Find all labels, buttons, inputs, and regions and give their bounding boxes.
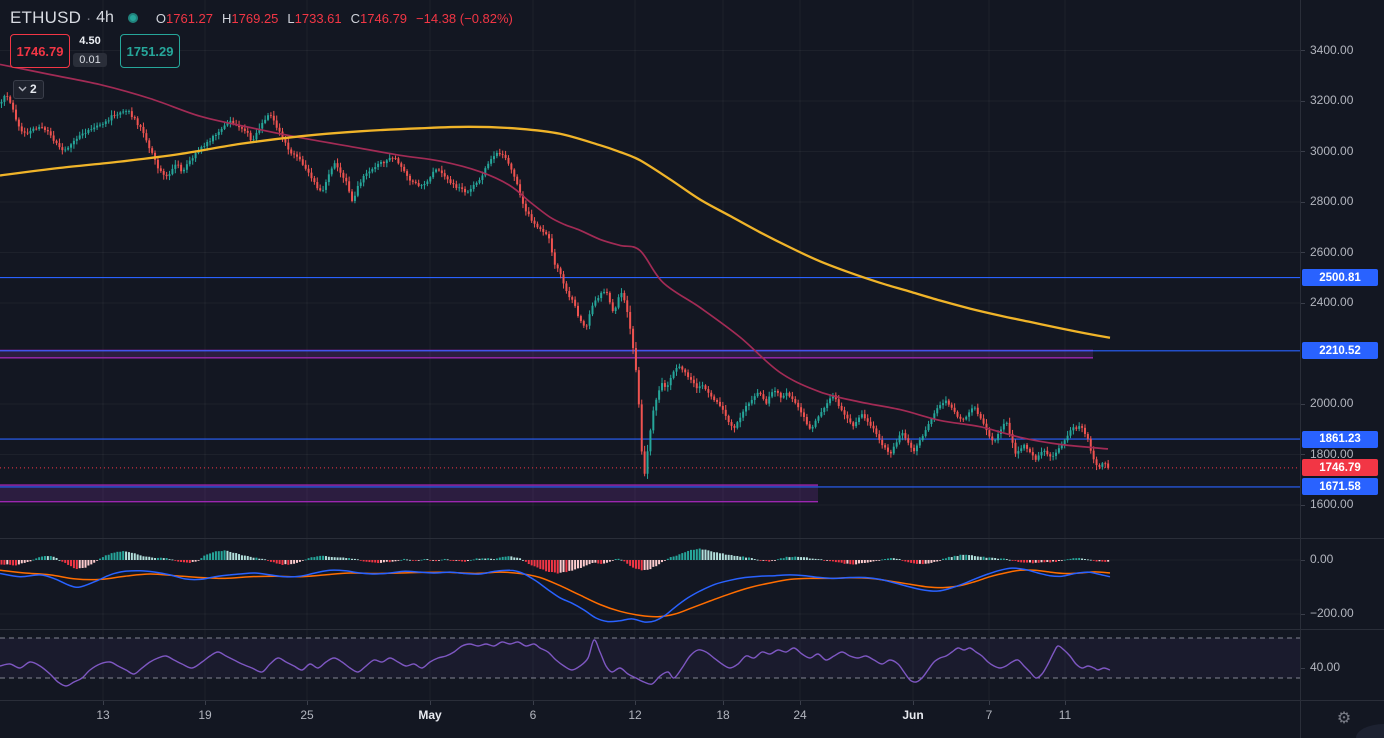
market-status-icon[interactable] — [127, 13, 138, 23]
time-tick-label: 24 — [793, 708, 807, 722]
rsi-tick-label: 40.00 — [1310, 660, 1341, 674]
price-tick-mark — [1301, 50, 1305, 51]
corner-overlay — [1356, 724, 1384, 738]
price-tick-label: 3400.00 — [1310, 42, 1354, 57]
chart-canvas[interactable] — [0, 0, 1300, 700]
macd-tick-mark — [1301, 559, 1305, 561]
price-tick-label: 1800.00 — [1310, 446, 1354, 461]
time-tick-mark — [1065, 701, 1066, 705]
time-tick-mark — [723, 701, 724, 705]
time-tick-mark — [913, 701, 914, 705]
price-axis[interactable]: 3400.00 3200.00 3000.00 2800.00 2600.00 2400.… — [1301, 0, 1384, 700]
open-value: O1761.27 — [155, 10, 214, 26]
macd-tick-label: −200.00 — [1310, 606, 1354, 620]
objects-count-label: 2 — [30, 82, 37, 96]
price-tick-mark — [1301, 201, 1305, 203]
close-value: C1746.79 — [350, 10, 408, 26]
rsi-tick-mark — [1301, 667, 1305, 669]
price-level-badge: 2500.81 — [1302, 269, 1378, 287]
macd-tick-mark — [1301, 613, 1305, 615]
price-level-badge: 1671.58 — [1302, 478, 1378, 496]
spread-value: 4.50 — [79, 35, 101, 47]
price-level-badge: 2210.52 — [1302, 342, 1378, 360]
time-tick-mark — [307, 701, 308, 705]
axis-settings-button[interactable]: ⚙ — [1330, 704, 1358, 732]
price-tick-label: 2800.00 — [1310, 194, 1354, 208]
time-tick-mark — [430, 701, 431, 705]
price-tick-mark — [1301, 100, 1305, 102]
time-axis-border — [0, 700, 1384, 701]
price-tick-label: 3000.00 — [1310, 143, 1354, 158]
time-tick-label: May — [418, 708, 442, 722]
buy-sell-widget: 1746.79 4.50 0.01 1751.29 — [10, 34, 180, 68]
price-tick-mark — [1301, 403, 1305, 405]
time-tick-mark — [533, 701, 534, 705]
low-value: L1733.61 — [287, 10, 342, 26]
price-tick-label: 2400.00 — [1310, 295, 1354, 309]
price-tick-label: 2000.00 — [1310, 396, 1354, 410]
time-tick-mark — [635, 701, 636, 705]
price-tick-label: 3200.00 — [1310, 93, 1354, 107]
price-tick-mark — [1301, 252, 1305, 253]
price-axis-border — [1300, 0, 1301, 738]
symbol-name[interactable]: ETHUSD — [10, 8, 82, 27]
time-tick-mark — [205, 701, 206, 705]
time-axis[interactable]: 13 19 25 May 6 12 18 24 Jun 7 11 — [0, 701, 1384, 738]
time-tick-label: 13 — [96, 708, 110, 722]
price-tick-mark — [1301, 454, 1305, 455]
lot-size-value[interactable]: 0.01 — [73, 53, 107, 67]
price-level-badge: 1746.79 — [1302, 459, 1378, 477]
time-tick-mark — [103, 701, 104, 705]
buy-button[interactable]: 1751.29 — [120, 34, 180, 68]
time-tick-mark — [800, 701, 801, 705]
price-level-badge: 1861.23 — [1302, 430, 1378, 448]
time-tick-label: 25 — [300, 708, 314, 722]
gear-icon: ⚙ — [1336, 710, 1352, 727]
time-tick-label: 12 — [628, 708, 642, 722]
time-tick-label: 6 — [529, 708, 537, 722]
time-tick-label: 18 — [716, 708, 730, 722]
time-tick-label: 19 — [198, 708, 212, 722]
price-tick-label: 2600.00 — [1310, 244, 1354, 259]
macd-tick-label: 0.00 — [1310, 552, 1334, 566]
price-tick-mark — [1301, 504, 1305, 506]
spread-column: 4.50 0.01 — [70, 34, 110, 68]
time-tick-mark — [989, 701, 990, 705]
legend-separator: · — [86, 9, 92, 27]
sell-button[interactable]: 1746.79 — [10, 34, 70, 68]
time-tick-label: 7 — [985, 708, 993, 722]
chevron-down-icon — [18, 86, 27, 92]
price-tick-mark — [1301, 302, 1305, 304]
interval-label[interactable]: 4h — [96, 9, 114, 26]
chart-legend: ETHUSD · 4h O1761.27 H1769.25 L1733.61 C… — [10, 6, 513, 68]
time-tick-label: 11 — [1058, 708, 1072, 722]
ohlc-values: O1761.27 H1769.25 L1733.61 C1746.79 −14.… — [156, 11, 513, 26]
high-value: H1769.25 — [222, 10, 279, 26]
pane-separator-macd[interactable] — [0, 538, 1384, 539]
price-tick-label: 1600.00 — [1310, 497, 1354, 511]
pane-separator-rsi[interactable] — [0, 629, 1384, 630]
time-tick-label: Jun — [902, 708, 924, 722]
object-tree-widget[interactable]: 2 — [13, 80, 44, 99]
change-value: −14.38 (−0.82%) — [416, 10, 513, 26]
price-tick-mark — [1301, 151, 1305, 152]
